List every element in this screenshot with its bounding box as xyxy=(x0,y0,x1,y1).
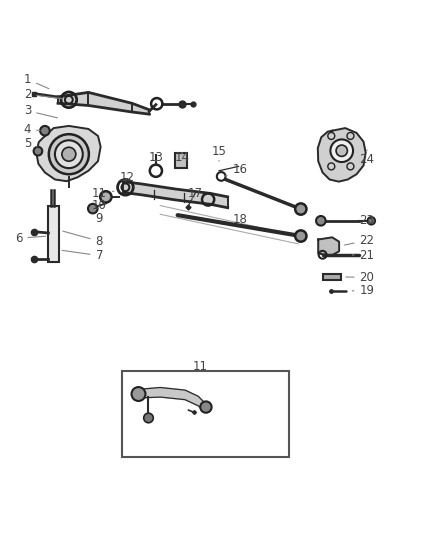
Text: 16: 16 xyxy=(226,164,247,176)
Text: 5: 5 xyxy=(24,138,37,150)
Text: 11: 11 xyxy=(92,187,114,200)
Bar xyxy=(122,371,289,457)
Circle shape xyxy=(40,126,49,135)
Text: 4: 4 xyxy=(24,123,40,136)
Circle shape xyxy=(34,147,42,156)
Text: 20: 20 xyxy=(346,271,374,284)
Circle shape xyxy=(131,387,145,401)
Text: 19: 19 xyxy=(352,284,374,297)
Text: 14: 14 xyxy=(174,151,190,164)
Text: 8: 8 xyxy=(63,231,103,248)
Circle shape xyxy=(62,147,76,161)
Text: 7: 7 xyxy=(62,249,103,262)
Text: 18: 18 xyxy=(233,213,247,227)
Bar xyxy=(48,206,59,262)
Circle shape xyxy=(144,413,153,423)
Text: 23: 23 xyxy=(360,214,374,227)
Text: 1: 1 xyxy=(24,73,49,88)
Polygon shape xyxy=(123,182,228,208)
Text: 15: 15 xyxy=(212,144,226,161)
Circle shape xyxy=(49,134,89,174)
Circle shape xyxy=(55,140,83,168)
Polygon shape xyxy=(318,128,366,182)
Text: 6: 6 xyxy=(15,232,46,245)
Text: 17: 17 xyxy=(187,187,202,200)
Circle shape xyxy=(100,191,112,203)
Polygon shape xyxy=(140,387,205,411)
Polygon shape xyxy=(36,126,101,181)
Text: 2: 2 xyxy=(24,87,62,101)
Text: 21: 21 xyxy=(352,249,374,262)
Text: 11: 11 xyxy=(193,360,208,373)
Circle shape xyxy=(367,217,375,225)
Polygon shape xyxy=(318,237,339,256)
Circle shape xyxy=(200,401,212,413)
Circle shape xyxy=(328,133,335,140)
Bar xyxy=(176,154,187,168)
Text: 3: 3 xyxy=(24,104,57,118)
Circle shape xyxy=(330,140,353,162)
Circle shape xyxy=(316,216,325,225)
Circle shape xyxy=(336,145,347,156)
Text: 9: 9 xyxy=(95,204,103,225)
Text: 10: 10 xyxy=(92,198,110,212)
Bar xyxy=(322,274,341,279)
Circle shape xyxy=(328,163,335,170)
Text: 22: 22 xyxy=(344,234,374,247)
Circle shape xyxy=(347,163,354,170)
Circle shape xyxy=(295,204,307,215)
Circle shape xyxy=(347,133,354,140)
Text: 24: 24 xyxy=(360,150,374,166)
Polygon shape xyxy=(58,92,149,114)
Text: 13: 13 xyxy=(148,151,163,164)
Text: 12: 12 xyxy=(120,171,135,184)
Circle shape xyxy=(88,204,98,213)
Circle shape xyxy=(295,230,307,241)
